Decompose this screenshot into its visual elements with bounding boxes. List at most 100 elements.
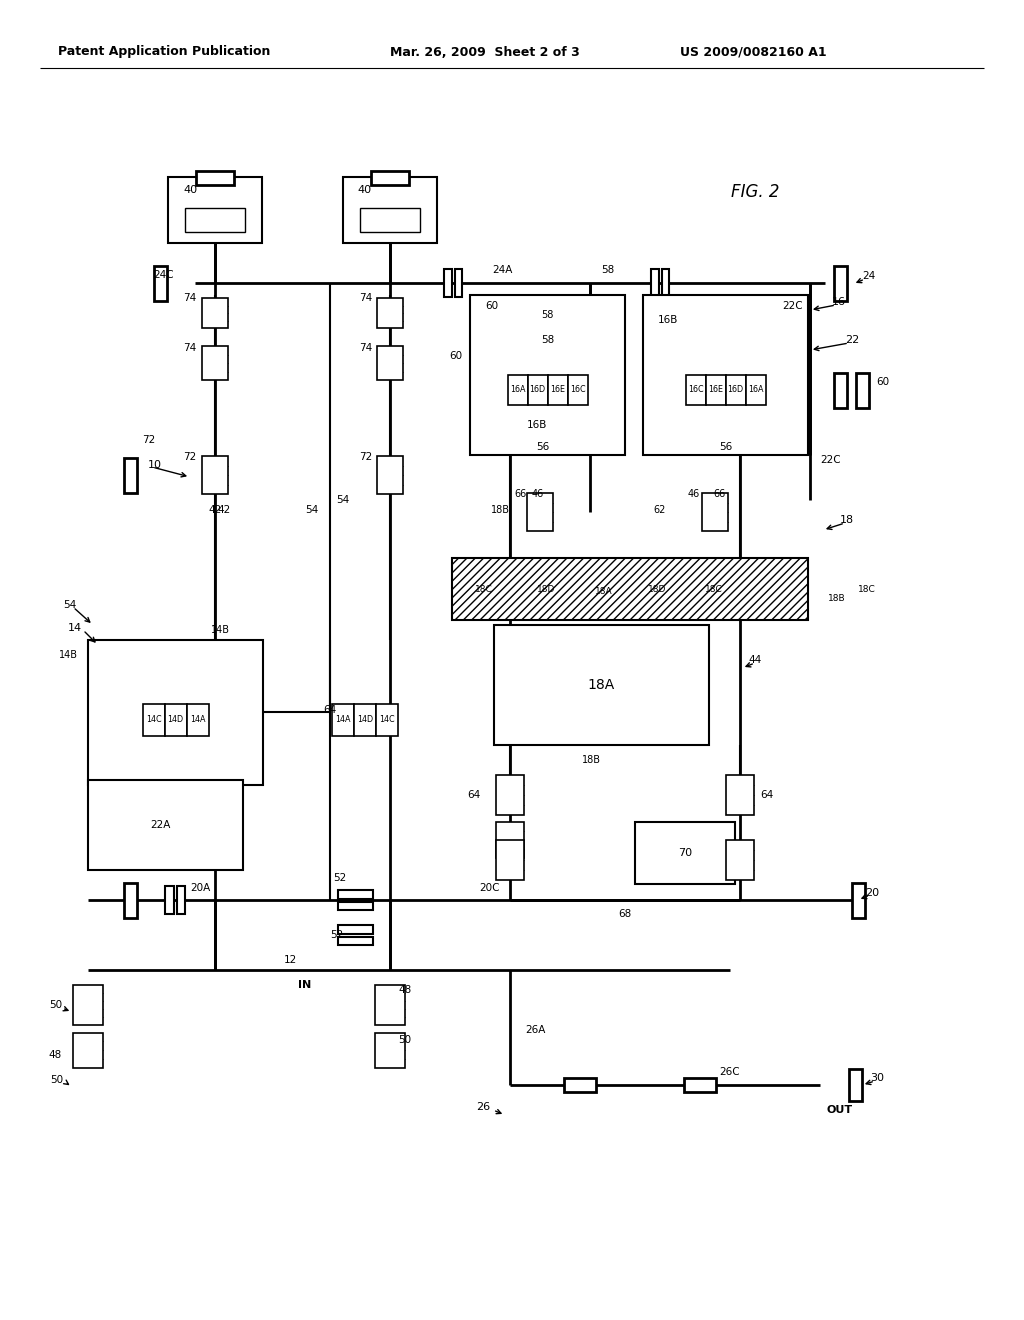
Bar — [745, 375, 766, 405]
Text: 18A: 18A — [588, 678, 615, 692]
Text: 12: 12 — [284, 954, 297, 965]
Bar — [371, 172, 409, 185]
Text: 68: 68 — [618, 909, 632, 919]
Text: 22C: 22C — [820, 455, 841, 465]
Text: 72: 72 — [358, 451, 372, 462]
Bar — [548, 375, 567, 405]
Text: 18D: 18D — [647, 585, 666, 594]
Text: 56: 56 — [719, 442, 732, 451]
Text: 56: 56 — [536, 442, 549, 451]
Text: 14A: 14A — [189, 715, 205, 725]
Text: 20A: 20A — [189, 883, 210, 894]
Text: 16D: 16D — [529, 385, 546, 395]
Text: 64: 64 — [467, 789, 480, 800]
Text: 26A: 26A — [525, 1026, 546, 1035]
Text: 16B: 16B — [527, 420, 548, 430]
Text: 20: 20 — [865, 888, 880, 898]
Text: 14C: 14C — [145, 715, 162, 725]
Bar — [124, 883, 136, 917]
Bar — [852, 883, 864, 917]
Text: 20C: 20C — [480, 883, 501, 894]
Text: 16E: 16E — [550, 385, 565, 395]
Bar — [168, 177, 262, 243]
Bar — [360, 209, 420, 232]
Bar — [684, 1078, 716, 1092]
Text: US 2009/0082160 A1: US 2009/0082160 A1 — [680, 45, 826, 58]
Bar — [567, 375, 588, 405]
Bar — [202, 346, 228, 380]
Bar — [651, 269, 658, 297]
Bar — [444, 269, 452, 297]
Text: 14: 14 — [68, 623, 82, 634]
Bar — [494, 624, 709, 744]
Text: 14C: 14C — [379, 715, 395, 725]
Text: 64: 64 — [324, 705, 337, 715]
Bar — [726, 840, 754, 880]
Text: 24: 24 — [862, 271, 876, 281]
Text: Mar. 26, 2009  Sheet 2 of 3: Mar. 26, 2009 Sheet 2 of 3 — [390, 45, 580, 58]
Bar — [496, 840, 524, 880]
Text: 44: 44 — [748, 655, 761, 665]
Text: 16A: 16A — [510, 385, 525, 395]
Bar — [196, 172, 234, 185]
Text: 46: 46 — [531, 488, 544, 499]
Bar — [88, 780, 243, 870]
Text: 16B: 16B — [657, 315, 678, 325]
Text: 48: 48 — [398, 985, 412, 995]
Text: OUT: OUT — [827, 1105, 853, 1115]
Bar — [527, 375, 548, 405]
Text: 54: 54 — [336, 495, 349, 506]
Bar — [834, 265, 847, 301]
Bar — [702, 492, 728, 531]
Bar — [375, 1032, 406, 1068]
Text: 22: 22 — [845, 335, 859, 345]
Bar — [88, 640, 263, 785]
Bar — [202, 298, 228, 327]
Text: 58: 58 — [601, 265, 614, 275]
Bar — [338, 890, 373, 899]
Bar — [527, 492, 553, 531]
Bar — [142, 704, 165, 737]
Text: 60: 60 — [485, 301, 498, 312]
Text: 60: 60 — [449, 351, 462, 360]
Bar — [202, 455, 228, 494]
Text: FIG. 2: FIG. 2 — [731, 183, 779, 201]
Bar — [165, 704, 186, 737]
Bar — [375, 985, 406, 1026]
Text: 14B: 14B — [59, 649, 78, 660]
Text: 24C: 24C — [154, 271, 174, 280]
Bar — [662, 269, 669, 297]
Text: 40: 40 — [183, 185, 197, 195]
Text: 66: 66 — [515, 488, 527, 499]
Bar — [470, 294, 625, 455]
Bar — [377, 298, 403, 327]
Text: 24A: 24A — [492, 265, 512, 275]
Bar — [165, 886, 173, 913]
Text: 14D: 14D — [168, 715, 183, 725]
Bar — [834, 372, 847, 408]
Text: 18: 18 — [840, 515, 854, 525]
Text: 58: 58 — [542, 310, 554, 319]
Bar — [377, 455, 403, 494]
Text: IN: IN — [298, 979, 311, 990]
Bar — [685, 375, 706, 405]
Text: 50: 50 — [50, 1074, 63, 1085]
Bar — [455, 269, 462, 297]
Text: 74: 74 — [182, 293, 196, 304]
Text: 14D: 14D — [357, 715, 373, 725]
Text: 54: 54 — [63, 601, 76, 610]
Text: 42: 42 — [208, 506, 221, 515]
Bar — [354, 704, 376, 737]
Bar — [706, 375, 725, 405]
Text: 72: 72 — [182, 451, 196, 462]
Text: 10: 10 — [148, 459, 162, 470]
Text: 72: 72 — [141, 436, 155, 445]
Bar — [635, 822, 735, 884]
Bar — [726, 775, 754, 814]
Text: 26: 26 — [476, 1102, 490, 1111]
Bar — [343, 177, 437, 243]
Text: 46: 46 — [688, 488, 700, 499]
Text: 52: 52 — [331, 931, 344, 940]
Text: 16C: 16C — [688, 385, 703, 395]
Bar — [496, 775, 524, 814]
